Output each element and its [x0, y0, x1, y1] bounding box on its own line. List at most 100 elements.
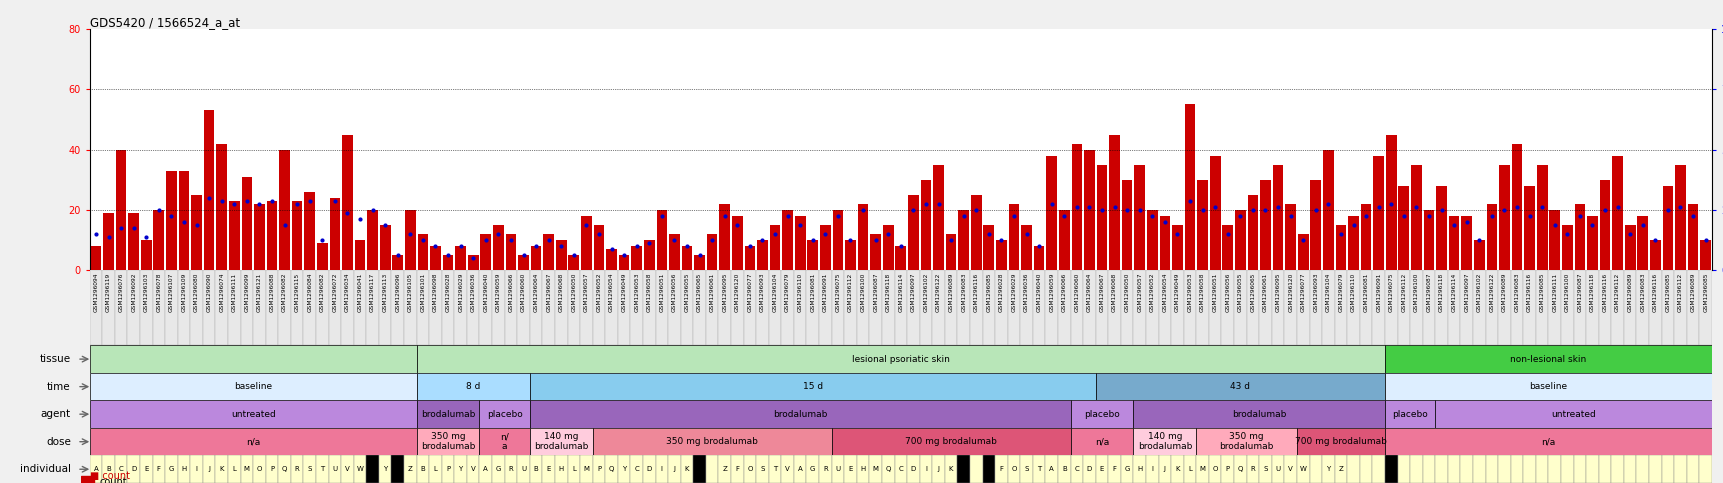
Bar [781, 270, 793, 345]
Bar [932, 270, 944, 345]
Bar [593, 225, 605, 270]
Text: GSM1296066: GSM1296066 [508, 273, 513, 312]
Point [171, 218, 198, 226]
Bar [1184, 270, 1196, 345]
Bar [505, 234, 515, 270]
Point [258, 197, 286, 205]
Bar [605, 455, 617, 483]
Bar [115, 150, 126, 270]
Bar [768, 455, 781, 483]
Bar [353, 455, 365, 483]
Bar [1334, 270, 1346, 345]
Text: GSM1296066: GSM1296066 [1061, 273, 1067, 312]
Point [874, 230, 901, 238]
Point [899, 206, 927, 214]
Text: J: J [937, 466, 939, 472]
Bar [455, 246, 465, 270]
Text: T: T [772, 466, 777, 472]
Bar [844, 455, 856, 483]
Point [949, 212, 977, 220]
Bar [1497, 455, 1509, 483]
Bar [768, 225, 781, 270]
Bar [994, 270, 1008, 345]
Bar [1108, 135, 1120, 270]
Bar [379, 270, 391, 345]
Bar [241, 270, 253, 345]
Point [308, 236, 336, 244]
Bar [277, 455, 291, 483]
Bar [152, 455, 165, 483]
Bar [291, 455, 303, 483]
Bar [1611, 270, 1623, 345]
Bar [743, 270, 756, 345]
Text: GSM1296028: GSM1296028 [445, 273, 450, 312]
Bar [1146, 455, 1158, 483]
Text: D: D [1085, 466, 1091, 472]
Text: GSM1296028: GSM1296028 [998, 273, 1003, 312]
Text: GSM1296068: GSM1296068 [1111, 273, 1117, 312]
Bar [317, 243, 327, 270]
Text: K: K [1175, 466, 1179, 472]
Text: C: C [1073, 466, 1079, 472]
Bar [956, 455, 970, 483]
Point [1125, 206, 1153, 214]
Bar [1347, 216, 1358, 270]
Text: GSM1296059: GSM1296059 [496, 273, 501, 312]
Bar [417, 373, 529, 400]
Bar [1196, 270, 1208, 345]
Point [698, 236, 725, 244]
Point [496, 236, 524, 244]
Bar [1208, 270, 1222, 345]
Text: L: L [432, 466, 438, 472]
Text: GSM1296110: GSM1296110 [1351, 273, 1356, 312]
Bar [529, 400, 1070, 428]
Bar [241, 455, 253, 483]
Bar [1635, 270, 1649, 345]
Bar [329, 198, 339, 270]
Bar [781, 455, 793, 483]
Bar [1509, 270, 1523, 345]
Point [1263, 203, 1291, 211]
Text: placebo: placebo [1392, 410, 1427, 419]
Bar [1084, 150, 1094, 270]
Point [622, 242, 650, 250]
Bar [165, 270, 177, 345]
Bar [1309, 180, 1320, 270]
Text: GSM1296040: GSM1296040 [482, 273, 488, 312]
Bar [1096, 373, 1384, 400]
Bar [1499, 165, 1509, 270]
Bar [918, 270, 932, 345]
Text: GSM1296105: GSM1296105 [408, 273, 412, 312]
Text: GSM1296082: GSM1296082 [283, 273, 288, 312]
Point [736, 242, 763, 250]
Bar [1435, 400, 1711, 428]
Text: GSM1296083: GSM1296083 [1639, 273, 1644, 312]
Bar [693, 270, 705, 345]
Bar [431, 246, 441, 270]
Text: I: I [195, 466, 198, 472]
Text: baseline: baseline [1528, 382, 1566, 391]
Text: V: V [470, 466, 476, 472]
Bar [619, 256, 629, 270]
Point [636, 240, 663, 247]
Bar [1309, 455, 1322, 483]
Point [1640, 236, 1668, 244]
Text: GSM1296102: GSM1296102 [924, 273, 929, 312]
Text: A: A [482, 466, 488, 472]
Bar [1435, 270, 1447, 345]
Point [572, 221, 600, 229]
Bar [253, 455, 265, 483]
Text: G: G [810, 466, 815, 472]
Bar [1535, 165, 1547, 270]
Point [836, 236, 863, 244]
Point [408, 236, 436, 244]
Text: D: D [131, 466, 136, 472]
Bar [203, 455, 215, 483]
Text: GSM1296096: GSM1296096 [395, 273, 400, 312]
Bar [491, 270, 505, 345]
Bar [1523, 186, 1533, 270]
Point [522, 242, 550, 250]
Bar [743, 455, 756, 483]
Point [434, 252, 462, 259]
Bar [1372, 455, 1384, 483]
